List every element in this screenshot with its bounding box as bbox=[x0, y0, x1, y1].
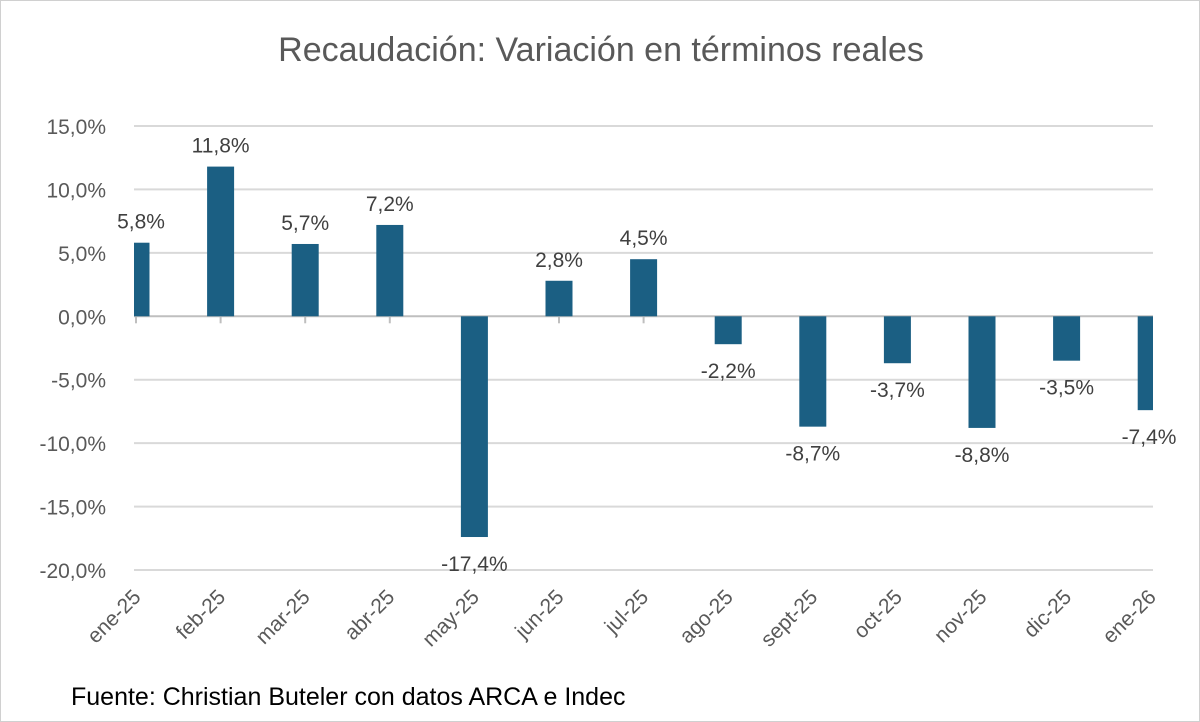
data-label: -8,7% bbox=[785, 443, 840, 466]
y-tick-label: 10,0% bbox=[46, 179, 106, 202]
x-tick-label: mar-25 bbox=[251, 586, 314, 649]
x-tick-label: oct-25 bbox=[849, 586, 907, 644]
bar bbox=[291, 243, 319, 317]
bar bbox=[883, 316, 911, 364]
bar bbox=[1137, 316, 1153, 411]
chart-source: Fuente: Christian Buteler con datos ARCA… bbox=[71, 683, 626, 711]
y-tick-label: 15,0% bbox=[46, 116, 106, 139]
data-label: -7,4% bbox=[1122, 426, 1177, 449]
data-label: -3,5% bbox=[1039, 377, 1094, 400]
bar bbox=[545, 280, 573, 317]
x-tick-label: sept-25 bbox=[757, 586, 823, 652]
x-tick-label: nov-25 bbox=[930, 586, 992, 648]
bar bbox=[134, 242, 150, 317]
x-tick-label: abr-25 bbox=[340, 586, 399, 645]
y-tick-label: -5,0% bbox=[51, 370, 106, 393]
y-tick-label: 0,0% bbox=[58, 306, 106, 329]
bar bbox=[376, 224, 404, 317]
y-tick-label: -20,0% bbox=[39, 560, 106, 583]
data-label: 11,8% bbox=[192, 135, 250, 158]
data-label: -3,7% bbox=[870, 379, 925, 402]
x-tick-label: feb-25 bbox=[172, 586, 230, 644]
data-label: -8,8% bbox=[955, 444, 1010, 467]
data-label: 5,7% bbox=[281, 212, 329, 235]
y-tick-label: 5,0% bbox=[58, 243, 106, 266]
x-tick-label: ene-26 bbox=[1098, 586, 1161, 649]
x-tick-label: dic-25 bbox=[1019, 586, 1076, 643]
x-tick-label: jul-25 bbox=[600, 586, 653, 639]
bar bbox=[714, 316, 742, 345]
x-tick-label: ago-25 bbox=[675, 586, 738, 649]
data-label: 4,5% bbox=[620, 227, 668, 250]
bar bbox=[630, 259, 658, 317]
bar bbox=[1053, 316, 1081, 361]
bar bbox=[799, 316, 827, 427]
data-label: -17,4% bbox=[441, 553, 508, 576]
x-tick-label: ene-25 bbox=[83, 586, 146, 649]
bar bbox=[460, 316, 488, 538]
y-tick-label: -15,0% bbox=[39, 497, 106, 520]
bar bbox=[968, 316, 996, 428]
data-label: -2,2% bbox=[701, 360, 756, 383]
data-label: 7,2% bbox=[366, 193, 414, 216]
bar bbox=[207, 166, 235, 317]
data-label: 5,8% bbox=[117, 211, 165, 234]
data-label: 2,8% bbox=[535, 249, 583, 272]
x-tick-label: may-25 bbox=[418, 586, 484, 652]
y-tick-label: -10,0% bbox=[39, 433, 106, 456]
chart-title: Recaudación: Variación en términos reale… bbox=[278, 31, 924, 69]
x-tick-label: jun-25 bbox=[510, 586, 568, 644]
